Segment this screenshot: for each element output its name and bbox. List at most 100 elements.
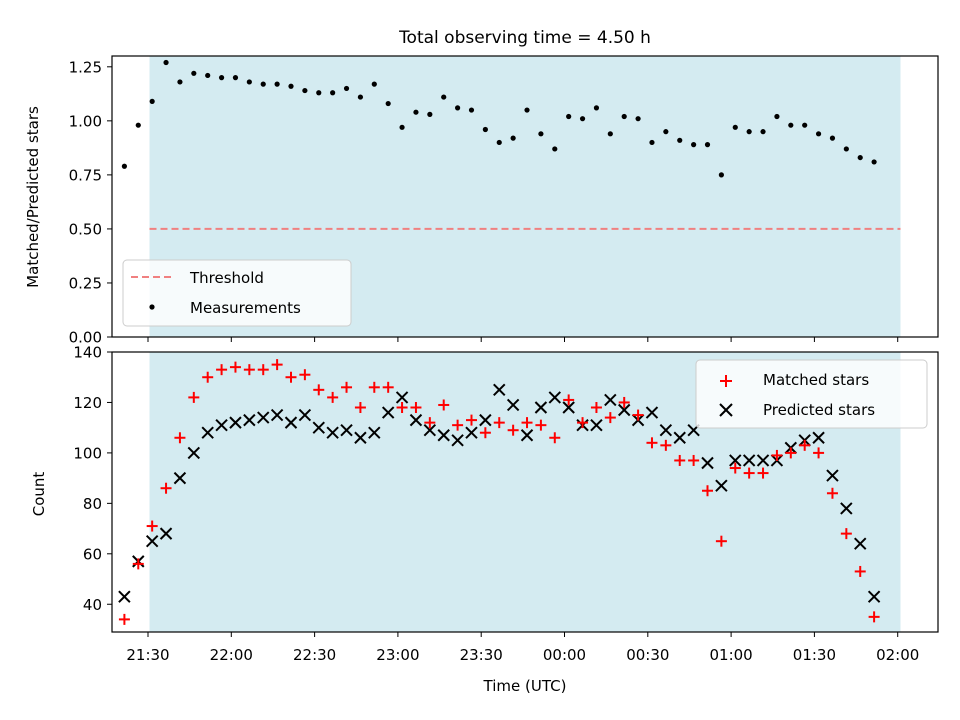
- predicted-star-point: [201, 426, 214, 439]
- measurement-point: [163, 59, 169, 66]
- predicted-star-point: [659, 423, 673, 437]
- measurement-point: [357, 94, 364, 100]
- predicted-stars-points: [118, 383, 881, 603]
- matched-star-point: [216, 364, 228, 376]
- measurement-point: [871, 159, 877, 165]
- measurement-point: [607, 131, 613, 137]
- matched-star-point: [702, 485, 714, 497]
- predicted-star-point: [729, 454, 742, 467]
- predicted-star-point: [867, 590, 881, 603]
- predicted-star-point: [270, 408, 284, 422]
- x-tick-label: 22:00: [210, 646, 253, 664]
- top-y-tick-label: 0.25: [69, 274, 102, 292]
- bottom-axes-frame: [111, 351, 939, 633]
- measurement-point: [330, 90, 336, 96]
- matched-star-point: [535, 419, 547, 431]
- threshold-legend-label: Threshold: [189, 269, 264, 287]
- measurement-point: [135, 122, 141, 128]
- predicted-star-point: [493, 383, 506, 397]
- predicted-star-point: [812, 431, 825, 444]
- matched-star-point: [354, 401, 366, 413]
- matched-star-point: [118, 613, 130, 625]
- predicted-star-point: [368, 426, 381, 439]
- matched-legend-swatch: [720, 375, 732, 387]
- bottom-y-axis-label: Count: [30, 472, 48, 517]
- x-tick-label: 23:00: [376, 646, 419, 664]
- measurement-point: [468, 107, 475, 113]
- predicted-star-point: [520, 429, 534, 442]
- measurement-point: [413, 109, 419, 115]
- matched-star-point: [410, 401, 422, 413]
- predicted-star-point: [243, 413, 256, 427]
- predicted-star-point: [284, 416, 298, 429]
- bottom-y-tick-label: 100: [73, 444, 102, 462]
- predicted-star-point: [479, 413, 492, 427]
- predicted-star-point: [534, 401, 548, 414]
- x-tick-label: 01:00: [709, 646, 752, 664]
- matched-stars-points: [118, 359, 880, 625]
- measurement-point: [677, 137, 683, 143]
- matched-star-point: [313, 384, 325, 396]
- predicted-star-point: [173, 471, 187, 485]
- matched-star-point: [577, 417, 589, 429]
- measurement-point: [343, 85, 350, 92]
- measurement-point: [788, 122, 794, 128]
- predicted-star-point: [257, 411, 270, 424]
- measurement-point: [829, 135, 836, 141]
- predicted-star-point: [312, 421, 325, 434]
- measurement-point: [232, 75, 239, 81]
- matched-star-point: [854, 565, 866, 577]
- top-axes-frame: [111, 55, 939, 338]
- predicted-legend-label: Predicted stars: [763, 401, 875, 419]
- predicted-star-point: [590, 418, 603, 432]
- matched-star-point: [674, 454, 686, 466]
- measurement-point: [482, 126, 488, 133]
- measurement-point: [121, 163, 127, 169]
- x-tick-label: 23:30: [460, 646, 503, 664]
- matched-star-point: [840, 528, 852, 540]
- measurement-point: [399, 124, 405, 130]
- matched-star-point: [521, 417, 533, 429]
- measurement-point: [302, 87, 308, 94]
- measurement-point: [288, 83, 294, 89]
- measurement-point: [385, 100, 391, 107]
- x-axis-label: Time (UTC): [483, 677, 567, 695]
- predicted-star-point: [701, 456, 714, 470]
- measurement-point: [857, 154, 863, 161]
- measurement-point: [427, 111, 433, 117]
- measurement-points: [121, 59, 877, 178]
- predicted-star-point: [465, 426, 478, 439]
- x-tick-label: 21:30: [126, 646, 169, 664]
- matched-star-point: [604, 412, 616, 424]
- measurement-point: [704, 142, 711, 148]
- predicted-star-point: [145, 534, 159, 548]
- matched-star-point: [243, 364, 255, 376]
- measurement-point: [579, 116, 586, 122]
- top-x-axis-ticks: [147, 337, 899, 342]
- measurement-point: [441, 94, 447, 100]
- matched-star-point: [715, 535, 727, 547]
- matched-star-point: [618, 396, 630, 408]
- matched-star-point: [368, 381, 380, 393]
- measurement-point: [691, 142, 697, 148]
- top-y-axis-label: Matched/Predicted stars: [24, 106, 42, 288]
- measurements-legend-swatch: [149, 304, 155, 310]
- predicted-star-point: [604, 393, 617, 407]
- matched-star-point: [632, 409, 644, 421]
- measurement-point: [455, 105, 461, 111]
- matched-star-point: [438, 399, 450, 411]
- top-legend-box: [122, 259, 352, 327]
- measurement-point: [246, 79, 252, 85]
- matched-star-point: [424, 417, 436, 429]
- predicted-star-point: [395, 391, 409, 404]
- measurements-legend-label: Measurements: [190, 299, 301, 317]
- predicted-star-point: [673, 431, 686, 444]
- predicted-star-point: [298, 408, 312, 422]
- matched-legend-label: Matched stars: [763, 371, 869, 389]
- predicted-star-point: [506, 398, 520, 412]
- matched-star-point: [382, 381, 394, 393]
- measurement-point: [566, 113, 572, 120]
- measurement-point: [746, 129, 752, 135]
- matched-star-point: [729, 462, 741, 474]
